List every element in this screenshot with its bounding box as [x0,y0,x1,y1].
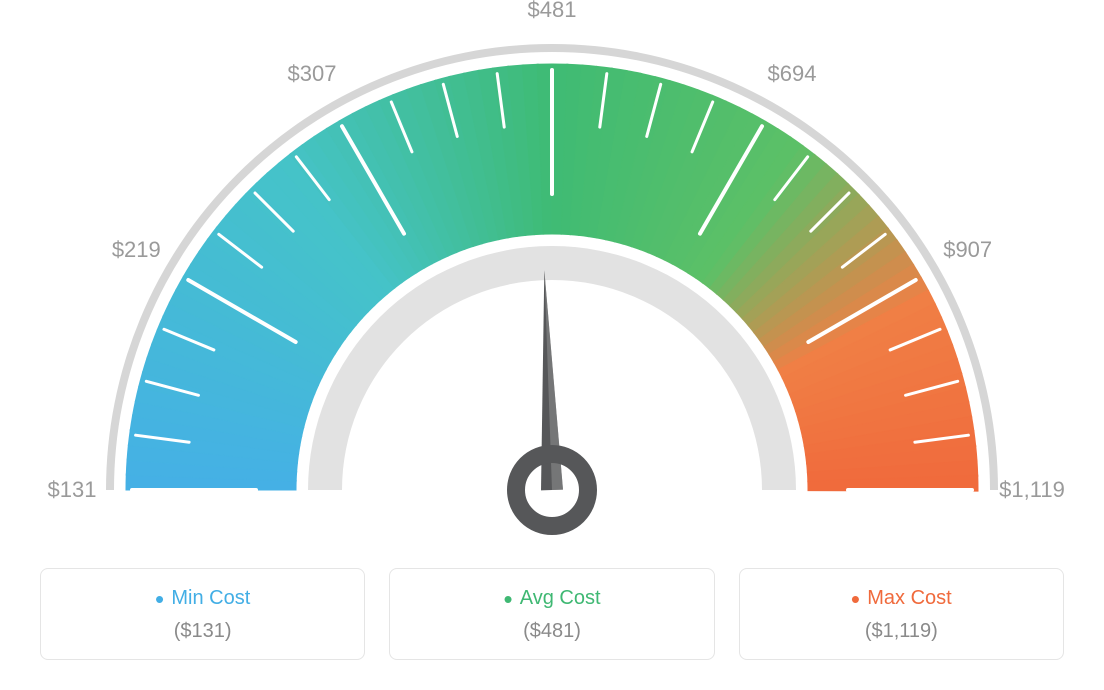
cost-gauge-container: $131 $219 $307 $481 $694 $907 $1,119 Min Cost … [0,0,1104,690]
legend-card-min: Min Cost ($131) [40,568,365,660]
gauge-tick-label: $694 [768,61,817,87]
gauge-tick-label: $481 [528,0,577,23]
legend-title-avg: Avg Cost [400,587,703,610]
gauge-tick-label: $307 [288,61,337,87]
legend-card-avg: Avg Cost ($481) [389,568,714,660]
legend-value-min: ($131) [51,620,354,643]
legend-row: Min Cost ($131) Avg Cost ($481) Max Cost… [40,568,1064,660]
gauge-area: $131 $219 $307 $481 $694 $907 $1,119 [0,0,1104,560]
gauge-tick-label: $219 [112,237,161,263]
legend-title-min: Min Cost [51,587,354,610]
legend-title-max: Max Cost [750,587,1053,610]
gauge-tick-label: $1,119 [999,477,1065,503]
gauge-svg [0,0,1104,560]
gauge-tick-label: $131 [48,477,97,503]
legend-value-avg: ($481) [400,620,703,643]
legend-card-max: Max Cost ($1,119) [739,568,1064,660]
gauge-tick-label: $907 [943,237,992,263]
gauge-needle [516,270,588,526]
legend-value-max: ($1,119) [750,620,1053,643]
